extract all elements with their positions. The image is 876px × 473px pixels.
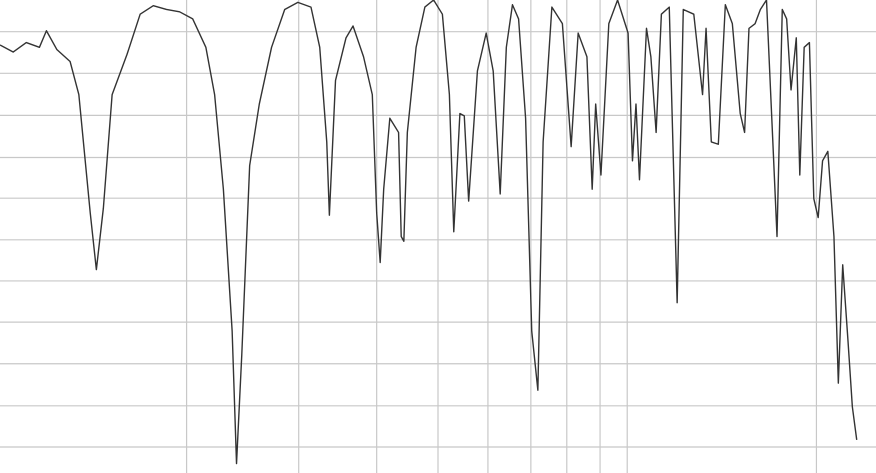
series-layer bbox=[0, 0, 858, 465]
series-line bbox=[0, 0, 858, 465]
